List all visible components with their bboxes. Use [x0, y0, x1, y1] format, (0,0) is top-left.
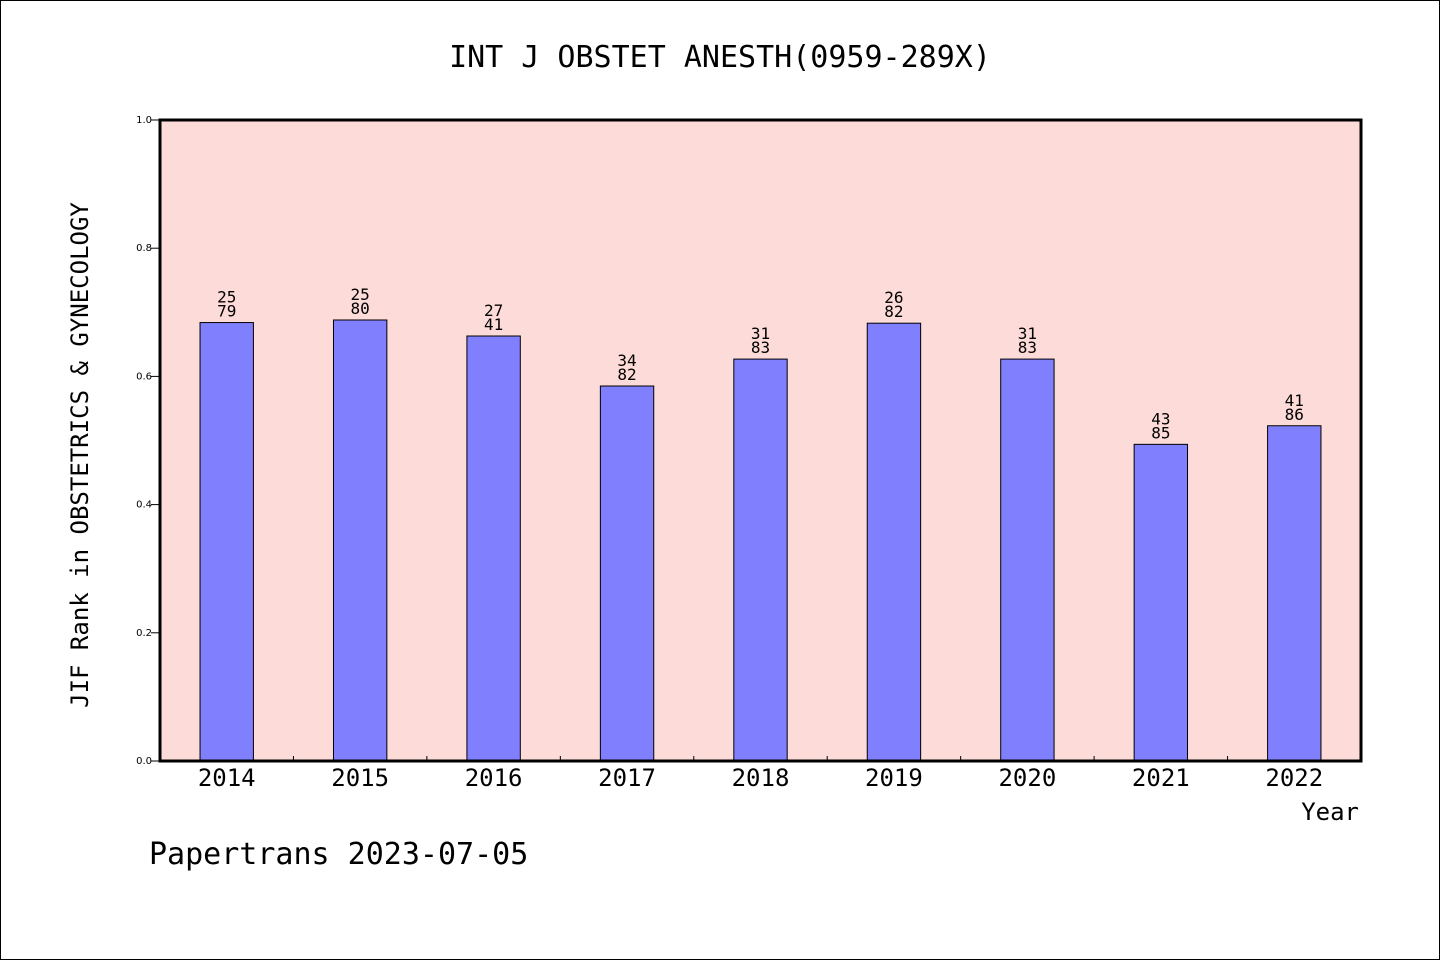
bar-2015: [332, 319, 388, 762]
bar-total-label-2017: 82: [617, 365, 636, 384]
bar-total-label-2019: 82: [884, 302, 903, 321]
y-tick-label: 0.0: [136, 756, 152, 767]
bar-total-label-2016: 41: [484, 315, 503, 334]
bar-total-label-2014: 79: [217, 302, 236, 321]
y-axis-label: JIF Rank in OBSTETRICS & GYNECOLOGY: [66, 202, 94, 708]
x-tick-label-2017: 2017: [598, 764, 656, 792]
y-tick-label: 0.4: [136, 500, 152, 511]
bar-rank-label-2018: 31: [751, 324, 770, 343]
bar-total-label-2021: 85: [1151, 423, 1170, 442]
bar-rank-label-2016: 27: [484, 301, 503, 320]
y-tick-label: 0.6: [136, 371, 152, 382]
x-tick-label-2021: 2021: [1132, 764, 1190, 792]
footer-credit: Papertrans 2023-07-05: [149, 837, 528, 872]
bar-2019: [866, 322, 922, 762]
x-axis-label: Year: [1301, 798, 1359, 826]
y-tick-label: 1.0: [136, 115, 152, 126]
bar-rank-label-2017: 34: [617, 351, 636, 370]
ticks-group: 2014 2015 2016 2017 2018 2019 2020 2021 2022 0.0 0…: [136, 115, 1323, 792]
bar-rank-label-2022: 41: [1285, 391, 1304, 410]
x-tick-label-2015: 2015: [331, 764, 389, 792]
bar-rank-label-2014: 25: [217, 288, 236, 307]
bar-2016: [466, 335, 521, 762]
y-tick-label: 0.2: [136, 628, 152, 639]
y-tick-label: 0.8: [136, 243, 152, 254]
bar-rank-label-2021: 43: [1151, 409, 1170, 428]
chart-title: INT J OBSTET ANESTH(0959-289X): [449, 40, 991, 75]
bar-rank-label-2015: 25: [351, 285, 370, 304]
bar-2017: [599, 385, 655, 762]
bar-2021: [1133, 443, 1189, 762]
x-tick-label-2019: 2019: [865, 764, 923, 792]
bar-2014: [199, 322, 254, 762]
x-tick-label-2014: 2014: [198, 764, 256, 792]
bar-2022: [1267, 425, 1322, 762]
x-tick-label-2022: 2022: [1265, 764, 1323, 792]
bar-total-label-2020: 83: [1018, 338, 1037, 357]
bar-rank-label-2019: 26: [884, 288, 903, 307]
x-tick-label-2018: 2018: [732, 764, 790, 792]
bar-total-label-2015: 80: [351, 299, 370, 318]
bar-total-label-2022: 86: [1285, 405, 1304, 424]
x-tick-label-2020: 2020: [998, 764, 1056, 792]
plot-border: [158, 118, 1363, 763]
bar-total-label-2018: 83: [751, 338, 770, 357]
bar-2020: [1000, 358, 1055, 762]
bar-rank-label-2020: 31: [1018, 324, 1037, 343]
bar-2018: [733, 358, 788, 762]
x-tick-label-2016: 2016: [465, 764, 523, 792]
